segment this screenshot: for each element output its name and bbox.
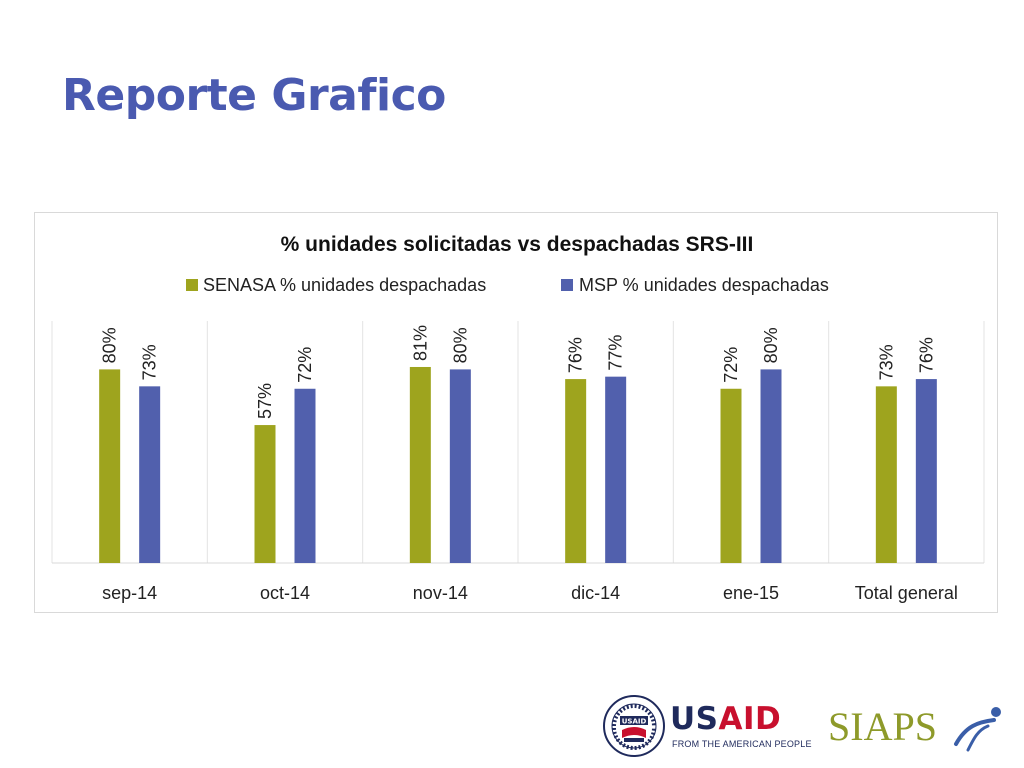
bar-senasa-ene-15 — [720, 388, 742, 563]
bar-msp-sep-14 — [139, 386, 161, 563]
bar-senasa-total-general — [875, 386, 897, 563]
usaid-wordmark-text: USAID — [670, 701, 782, 737]
data-label: 72% — [295, 347, 315, 383]
legend-label-msp: MSP % unidades despachadas — [579, 275, 829, 295]
data-label: 81% — [410, 325, 430, 361]
slide-title: Reporte Grafico — [62, 70, 446, 121]
chart-title: % unidades solicitadas vs despachadas SR… — [281, 233, 754, 256]
bar-msp-dic-14 — [605, 376, 627, 563]
data-label: 80% — [100, 327, 120, 363]
data-label: 73% — [876, 344, 896, 380]
x-tick-label: oct-14 — [260, 583, 310, 603]
x-tick-label: dic-14 — [571, 583, 620, 603]
usaid-tagline: FROM THE AMERICAN PEOPLE — [672, 739, 812, 749]
bar-senasa-oct-14 — [254, 425, 276, 563]
data-label: 80% — [450, 327, 470, 363]
bar-chart: 80% 73% 57% 72% 81% 80% 76% 77% 72% 80% 73% 76% sep… — [51, 233, 985, 603]
chart-frame: 80% 73% 57% 72% 81% 80% 76% 77% 72% 80% 73% 76% sep… — [34, 212, 998, 613]
usaid-seal-icon: USAID — [603, 695, 665, 757]
footer-logos: USAID USAID FROM THE AMERICAN PEOPLE SIA… — [600, 690, 1010, 760]
data-label: 76% — [566, 337, 586, 373]
chart-grid — [51, 321, 985, 564]
bar-msp-oct-14 — [294, 388, 316, 563]
siaps-wordmark: SIAPS — [828, 704, 937, 749]
data-label: 57% — [255, 383, 275, 419]
bar-senasa-nov-14 — [409, 366, 431, 563]
bar-msp-ene-15 — [760, 369, 782, 563]
x-tick-label: nov-14 — [413, 583, 468, 603]
bar-senasa-dic-14 — [565, 379, 587, 563]
legend-swatch-msp — [561, 279, 573, 291]
x-tick-label: sep-14 — [102, 583, 157, 603]
data-label: 73% — [140, 344, 160, 380]
bar-senasa-sep-14 — [99, 369, 121, 563]
svg-text:USAID: USAID — [622, 718, 647, 726]
legend-label-senasa: SENASA % unidades despachadas — [203, 275, 486, 295]
chart-legend: SENASA % unidades despachadas MSP % unid… — [186, 275, 829, 295]
data-label: 77% — [606, 335, 626, 371]
chart-x-tick-labels: sep-14 oct-14 nov-14 dic-14 ene-15 Total gene… — [102, 583, 958, 603]
x-tick-label: Total general — [855, 583, 958, 603]
data-label: 80% — [761, 327, 781, 363]
data-label: 76% — [916, 337, 936, 373]
chart-data-labels: 80% 73% 57% 72% 81% 80% 76% 77% 72% 80% 73% 76% — [100, 325, 937, 419]
legend-swatch-senasa — [186, 279, 198, 291]
chart-bars — [99, 366, 937, 563]
usaid-wordmark: USAID — [670, 702, 781, 736]
bar-msp-total-general — [915, 379, 937, 563]
x-tick-label: ene-15 — [723, 583, 779, 603]
bar-msp-nov-14 — [449, 369, 471, 563]
siaps-figure-icon — [954, 707, 1001, 752]
data-label: 72% — [721, 347, 741, 383]
